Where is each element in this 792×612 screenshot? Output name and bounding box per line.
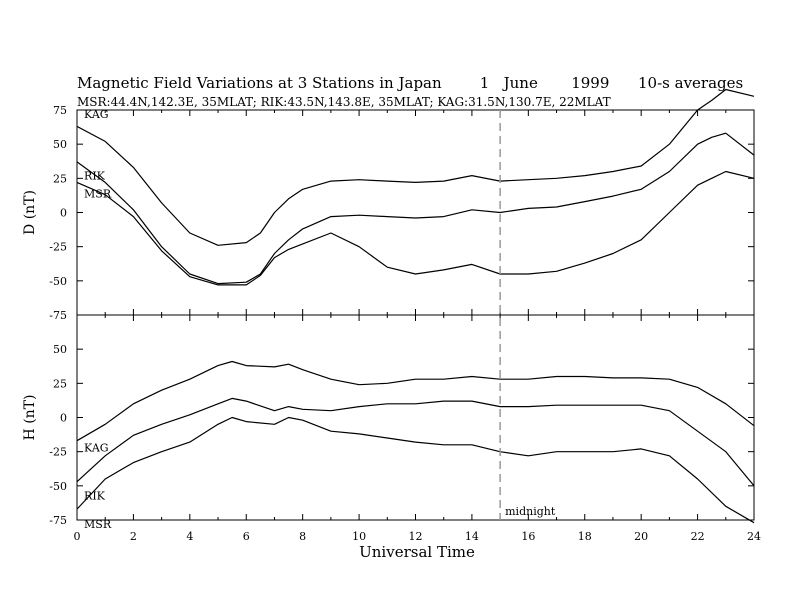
h-ytick-label: 0 xyxy=(60,412,67,425)
h-panel-frame xyxy=(76,314,755,521)
h-series-kag xyxy=(76,360,755,442)
h-series-msr xyxy=(76,416,755,524)
chart-subtitle: MSR:44.4N,142.3E, 35MLAT; RIK:43.5N,143.… xyxy=(77,95,611,109)
h-ytick-label: 25 xyxy=(53,377,67,390)
d-series-rik xyxy=(76,132,755,285)
d-ytick-label: 75 xyxy=(53,104,67,117)
d-ytick-label: 25 xyxy=(53,172,67,185)
d-y-axis-label: D (nT) xyxy=(22,190,38,235)
x-tick-label: 10 xyxy=(352,530,366,543)
d-series-kag xyxy=(76,88,755,246)
x-tick-label: 24 xyxy=(747,530,761,543)
d-ytick-label: 0 xyxy=(60,207,67,220)
d-panel-frame xyxy=(76,109,755,316)
chart-title: Magnetic Field Variations at 3 Stations … xyxy=(77,74,743,92)
h-ytick-label: -75 xyxy=(49,514,67,527)
x-tick-label: 8 xyxy=(299,530,306,543)
d-ytick-label: -50 xyxy=(49,275,67,288)
h-y-axis-label: H (nT) xyxy=(22,395,38,441)
h-station-label-kag: KAG xyxy=(84,442,109,455)
d-station-label-kag: KAG xyxy=(84,108,109,121)
x-tick-label: 2 xyxy=(130,530,137,543)
d-series-msr xyxy=(76,170,755,286)
d-ytick-label: -75 xyxy=(49,309,67,322)
x-tick-label: 22 xyxy=(691,530,705,543)
x-tick-label: 16 xyxy=(521,530,535,543)
d-station-label-msr: MSR xyxy=(84,187,112,200)
h-ytick-label: -25 xyxy=(49,446,67,459)
d-component-panel: 75 50 25 0 -25 -50 -75 D (nT) KAG RIK MSR xyxy=(22,88,755,322)
h-ytick-label: -50 xyxy=(49,480,67,493)
h-series-rik xyxy=(76,397,755,487)
midnight-label: midnight xyxy=(505,505,556,518)
x-tick-label: 6 xyxy=(243,530,250,543)
h-station-label-rik: RIK xyxy=(84,489,106,502)
x-tick-label: 0 xyxy=(74,530,81,543)
x-tick-label: 14 xyxy=(465,530,479,543)
x-axis-label: Universal Time xyxy=(359,543,475,561)
x-tick-label: 18 xyxy=(578,530,592,543)
h-station-label-msr: MSR xyxy=(84,518,112,531)
d-ytick-label: -25 xyxy=(49,241,67,254)
x-tick-label: 4 xyxy=(186,530,193,543)
x-tick-label: 20 xyxy=(634,530,648,543)
d-station-label-rik: RIK xyxy=(84,170,106,183)
d-ytick-label: 50 xyxy=(53,138,67,151)
x-tick-label: 12 xyxy=(409,530,423,543)
h-ytick-label: 50 xyxy=(53,343,67,356)
